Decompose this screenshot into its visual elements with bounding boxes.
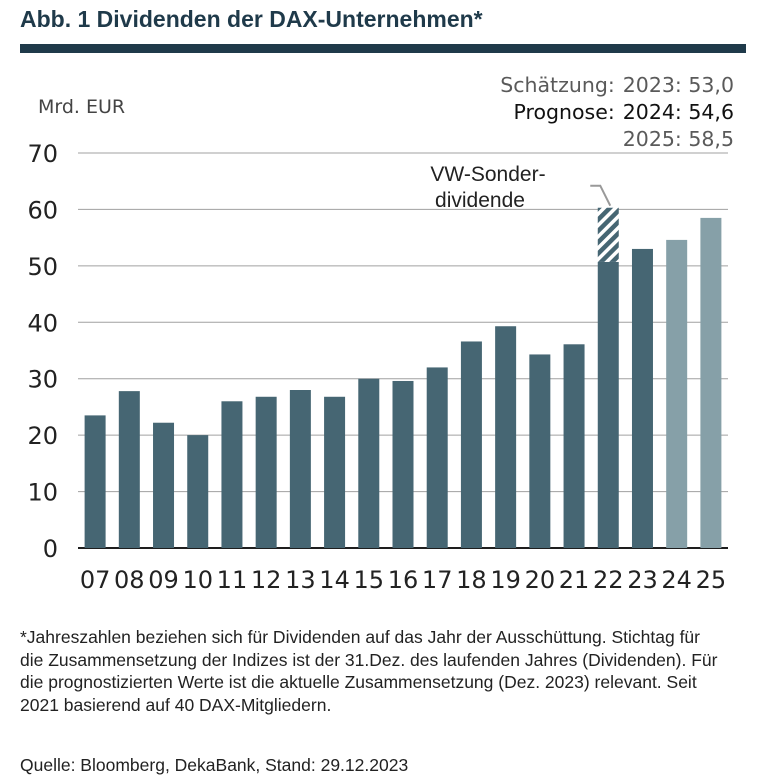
bar-11 [221,401,243,548]
x-tick-label: 08 [114,566,145,594]
forecast-value-2025: 2025: 58,5 [622,127,734,151]
bar-16 [392,380,414,548]
bar-23 [631,248,653,548]
x-tick-label: 13 [285,566,316,594]
x-tick-label: 16 [388,566,419,594]
special-dividend-label: VW-Sonder-dividende [430,163,545,212]
special-dividend-segment [597,207,619,262]
chart-title: Abb. 1 Dividenden der DAX-Unternehmen* [20,6,483,32]
bar-19 [495,326,517,548]
forecast-value-2024: 2024: 54,6 [622,100,734,124]
y-tick-label: 50 [27,253,58,281]
forecast-label: Prognose: [513,100,615,124]
special-dividend-leader [590,184,612,207]
x-tick-label: 23 [627,566,658,594]
x-tick-label: 22 [593,566,624,594]
bar-10 [187,435,209,548]
x-tick-label: 11 [217,566,248,594]
x-tick-label: 21 [559,566,590,594]
y-tick-label: 70 [27,140,58,168]
y-tick-label: 40 [27,309,58,337]
bar-25 [700,217,722,548]
bar-22 [597,261,619,548]
y-axis-unit-label: Mrd. EUR [38,96,126,118]
y-tick-label: 0 [43,535,58,563]
bar-08 [118,391,140,548]
y-tick-label: 30 [27,366,58,394]
bar-21 [563,344,585,548]
x-tick-label: 10 [182,566,213,594]
x-tick-label: 24 [661,566,692,594]
bar-24 [666,239,688,548]
bar-13 [289,390,311,548]
bar-12 [255,396,277,548]
x-tick-label: 09 [148,566,179,594]
bar-20 [529,354,551,548]
bar-15 [358,378,380,548]
x-tick-label: 14 [319,566,350,594]
estimate-value: 2023: 53,0 [622,73,734,97]
bar-09 [153,422,175,548]
x-tick-label: 25 [696,566,727,594]
bar-18 [460,341,482,548]
bar-07 [84,415,106,548]
x-tick-label: 17 [422,566,453,594]
x-tick-label: 12 [251,566,282,594]
y-tick-label: 60 [27,196,58,224]
estimate-label: Schätzung: [500,73,615,97]
forecast-annotation: Schätzung: 2023: 53,0 Prognose: 2024: 54… [500,72,734,153]
x-tick-label: 18 [456,566,487,594]
footnote: *Jahreszahlen beziehen sich für Dividend… [20,627,718,715]
source-note: Quelle: Bloomberg, DekaBank, Stand: 29.1… [20,755,409,775]
x-tick-label: 20 [525,566,556,594]
bar-14 [324,396,346,548]
x-tick-label: 07 [80,566,111,594]
bar-17 [426,367,448,548]
y-tick-label: 10 [27,479,58,507]
title-divider [20,44,746,53]
bars [84,207,722,548]
y-tick-label: 20 [27,422,58,450]
x-tick-label: 15 [354,566,385,594]
x-tick-label: 19 [490,566,521,594]
